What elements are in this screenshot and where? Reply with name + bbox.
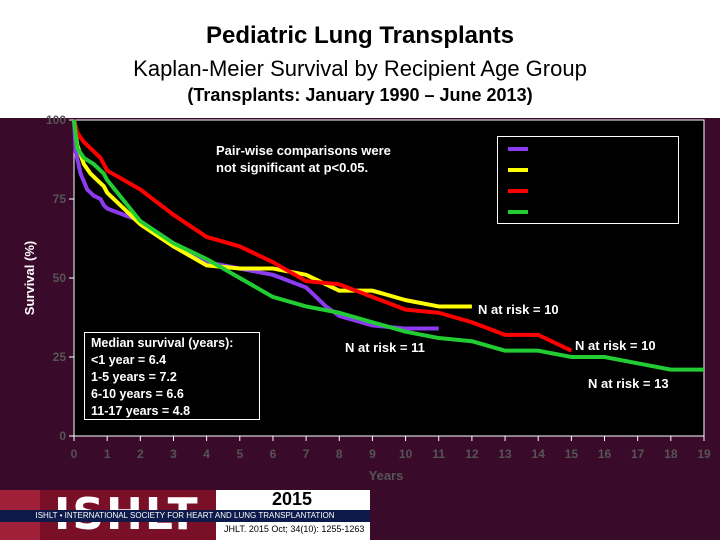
x-tick-label: 9	[369, 447, 376, 461]
x-tick-label: 8	[336, 447, 343, 461]
x-tick-label: 16	[598, 447, 612, 461]
report-year: 2015	[272, 489, 313, 509]
risk-label-purple: N at risk = 11	[345, 340, 425, 355]
x-tick-label: 14	[532, 447, 546, 461]
x-tick-label: 15	[565, 447, 579, 461]
x-tick-label: 0	[71, 447, 78, 461]
legend-swatch-purple	[508, 147, 528, 151]
y-tick-label: 50	[53, 271, 67, 285]
x-tick-label: 12	[465, 447, 479, 461]
x-tick-label: 4	[203, 447, 210, 461]
legend-swatch-yellow	[508, 168, 528, 172]
main-title: Pediatric Lung Transplants	[205, 22, 515, 49]
pairwise-line-1: Pair-wise comparisons were	[216, 143, 391, 158]
x-tick-label: 18	[664, 447, 678, 461]
median-1-5: 1-5 years = 7.2	[91, 370, 177, 384]
series-green	[72, 119, 704, 372]
risk-label-green: N at risk = 13	[588, 376, 669, 391]
median-11-17: 11-17 years = 4.8	[91, 404, 191, 418]
x-tick-label: 6	[270, 447, 277, 461]
risk-label-yellow: N at risk = 10	[478, 302, 559, 317]
legend-swatch-green	[508, 210, 528, 214]
series-layer	[72, 119, 704, 372]
x-tick-label: 2	[137, 447, 144, 461]
date-range-title: (Transplants: January 1990 – June 2013)	[187, 85, 533, 105]
y-tick-label: 75	[53, 192, 67, 206]
x-tick-label: 17	[631, 447, 645, 461]
legend-swatch-red	[508, 189, 528, 193]
x-tick-label: 10	[399, 447, 413, 461]
y-tick-label: 0	[59, 429, 66, 443]
x-tick-label: 11	[432, 447, 445, 461]
x-tick-label: 13	[498, 447, 512, 461]
series-yellow	[72, 119, 472, 309]
subtitle: Kaplan-Meier Survival by Recipient Age G…	[133, 56, 587, 81]
y-axis-label: Survival (%)	[22, 241, 37, 315]
x-tick-label: 5	[236, 447, 243, 461]
x-tick-label: 3	[170, 447, 177, 461]
legend	[497, 136, 679, 224]
median-survival-box: Median survival (years): <1 year = 6.4 1…	[84, 332, 260, 420]
median-6-10: 6-10 years = 6.6	[91, 387, 184, 401]
x-tick-label: 7	[303, 447, 310, 461]
x-axis-label: Years	[369, 468, 404, 483]
x-tick-label: 19	[697, 447, 711, 461]
society-name: ISHLT • INTERNATIONAL SOCIETY FOR HEART …	[0, 510, 370, 522]
median-title: Median survival (years):	[91, 336, 234, 350]
y-tick-label: 25	[53, 350, 67, 364]
x-tick-label: 1	[104, 447, 111, 461]
pairwise-line-2: not significant at p<0.05.	[216, 160, 369, 175]
series-red	[72, 119, 573, 353]
citation: JHLT. 2015 Oct; 34(10): 1255-1263	[224, 524, 365, 534]
risk-label-red: N at risk = 10	[575, 338, 656, 353]
pairwise-note: Pair-wise comparisons were not significa…	[216, 142, 391, 176]
y-tick-label: 100	[46, 113, 66, 127]
median-under-1: <1 year = 6.4	[91, 353, 167, 367]
